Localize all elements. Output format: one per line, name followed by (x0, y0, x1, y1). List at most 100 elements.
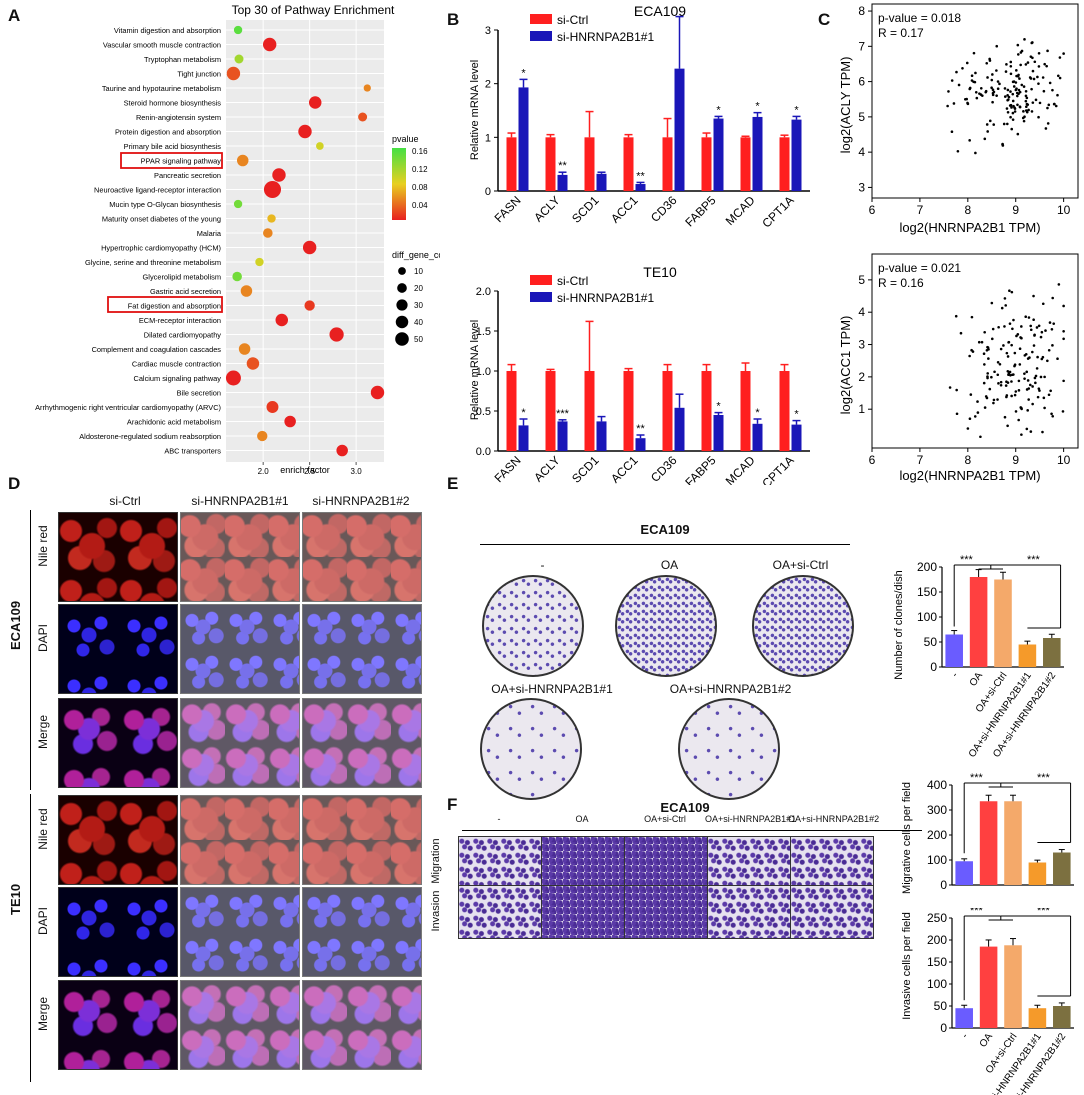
bar (674, 68, 685, 191)
scatter-point (1045, 64, 1048, 68)
scatter-point (1018, 347, 1022, 350)
scatter-point (1025, 105, 1028, 108)
bar (740, 371, 751, 451)
scatter-point (1047, 348, 1051, 352)
pathway-label: Malaria (197, 229, 222, 238)
x-tick-label: CD36 (648, 453, 680, 485)
scatter-point (1008, 289, 1011, 292)
legend-swatch (530, 31, 552, 41)
significance-marker: * (794, 409, 799, 421)
scatter-point (1005, 380, 1008, 384)
y-tick-label: 3 (858, 338, 865, 352)
scatter-point (970, 74, 974, 78)
significance-marker: ** (558, 160, 567, 172)
micrograph-eca109-merge-col2 (180, 698, 300, 788)
bar (635, 184, 646, 191)
row-label-merge: Merge (36, 997, 50, 1032)
scatter-point (1025, 427, 1029, 431)
scatter-point (1022, 85, 1026, 88)
scatter-point (1034, 374, 1038, 378)
scatter-point (986, 375, 989, 378)
transwell-row-label-migration: Migration (430, 838, 442, 884)
legend-label: si-HNRNPA2B1#1 (557, 291, 654, 305)
scatter-point (1029, 324, 1033, 328)
row-label-nile-red: Nile red (36, 525, 50, 567)
y-tick-label: 0 (940, 1021, 947, 1035)
x-tick-label: SCD1 (569, 453, 602, 485)
transwell-column-label-3: OA+si-Ctrl (644, 814, 686, 824)
scatter-point (1027, 398, 1030, 401)
cell-line-label-te10: TE10 (8, 883, 23, 915)
scatter-point (1016, 132, 1020, 136)
scatter-point (1023, 377, 1026, 380)
scatter-point (999, 383, 1003, 387)
scatter-point (996, 361, 1000, 364)
scatter-point (1010, 380, 1013, 383)
scatter-point (1030, 87, 1033, 91)
scatter-point (1051, 296, 1054, 300)
scatter-point (1017, 379, 1021, 383)
scatter-point (946, 104, 949, 108)
legend-size-title: diff_gene_count (392, 250, 440, 260)
scatter-point (1001, 143, 1004, 146)
scatter-point (1023, 38, 1026, 41)
scatter-point (985, 396, 989, 400)
pathway-label: Steroid hormone biosynthesis (124, 99, 222, 108)
x-tick-label: 7 (917, 453, 924, 467)
x-tick-label: SCD1 (569, 193, 602, 226)
scatter-point (1024, 94, 1028, 98)
scatter-point (966, 101, 969, 105)
bar (752, 116, 763, 191)
significance-marker: * (794, 104, 799, 116)
scatter-point (1032, 77, 1036, 81)
x-tick-label: 6 (869, 453, 876, 467)
scatter-point (1011, 118, 1015, 121)
scatter-point (991, 327, 995, 331)
scatter-point (972, 51, 976, 55)
y-tick-label: 150 (927, 955, 947, 969)
scatter-point (990, 337, 994, 341)
bar (713, 415, 724, 451)
y-tick-label: 50 (924, 635, 938, 649)
scatter-point (1006, 110, 1010, 114)
y-tick-label: 4 (858, 305, 865, 319)
bar (545, 371, 556, 451)
x-tick-label: FASN (492, 453, 524, 485)
scatter-point (965, 61, 969, 65)
scatter-point (1042, 396, 1046, 400)
bar (584, 371, 595, 451)
scatter-point (968, 139, 971, 142)
colony-dish-control (482, 575, 584, 677)
bar (1043, 638, 1061, 667)
scatter-point (983, 363, 986, 366)
y-tick-label: 3 (858, 180, 865, 194)
scatter-point (948, 386, 952, 389)
scatter-point (992, 398, 996, 402)
scatter-point (1010, 127, 1014, 131)
scatter-point (1025, 102, 1029, 106)
scatter-point (1020, 406, 1023, 410)
pathway-point (370, 385, 385, 400)
micrograph-eca109-dapi-col2 (180, 604, 300, 694)
pathway-point (263, 228, 273, 238)
micrograph-te10-dapi-col3 (302, 887, 422, 977)
bar (635, 438, 646, 451)
scatter-point (1028, 356, 1031, 359)
transwell-image-invasion-5 (790, 885, 874, 939)
column-label-si-hnrnpa2b1-1: si-HNRNPA2B1#1 (191, 494, 289, 508)
pathway-label: Neuroactive ligand-receptor interaction (94, 186, 221, 195)
legend-swatch (530, 275, 552, 285)
micrograph-eca109-dapi-col3 (302, 604, 422, 694)
scatter-point (1028, 383, 1032, 387)
x-axis-label: log2(HNRNPA2B1 TPM) (899, 220, 1040, 235)
scatter-point (998, 82, 1001, 86)
scatter-point (1024, 89, 1028, 93)
cell-line-label-eca109: ECA109 (8, 600, 23, 650)
scatter-point (1031, 350, 1034, 354)
scatter-point (988, 119, 992, 123)
scatter-point (1016, 103, 1019, 107)
scatter-point (1040, 357, 1044, 361)
significance-marker: ** (636, 423, 645, 435)
scatter-point (1014, 88, 1018, 92)
scatter-point (1041, 76, 1045, 79)
